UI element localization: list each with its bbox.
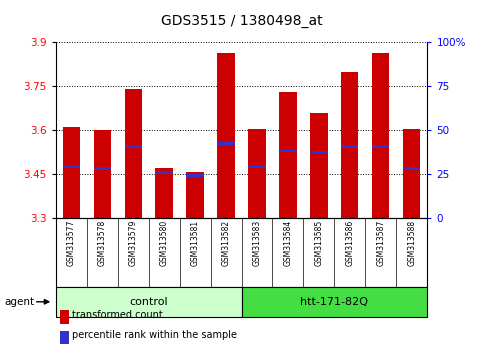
- Bar: [62, 165, 80, 168]
- Text: GSM313579: GSM313579: [128, 220, 138, 266]
- Bar: [341, 145, 358, 148]
- Bar: [403, 129, 421, 218]
- Text: GSM313583: GSM313583: [253, 220, 261, 266]
- Text: agent: agent: [5, 297, 35, 307]
- Text: GSM313582: GSM313582: [222, 220, 230, 266]
- Bar: [217, 53, 235, 218]
- Text: control: control: [129, 297, 168, 307]
- Text: GSM313584: GSM313584: [284, 220, 293, 266]
- Bar: [94, 167, 111, 170]
- Bar: [242, 287, 427, 317]
- Text: GDS3515 / 1380498_at: GDS3515 / 1380498_at: [161, 14, 322, 28]
- Bar: [372, 53, 389, 218]
- Text: GSM313588: GSM313588: [408, 220, 416, 266]
- Text: htt-171-82Q: htt-171-82Q: [300, 297, 369, 307]
- Bar: [125, 89, 142, 218]
- Bar: [56, 287, 242, 317]
- Bar: [311, 113, 327, 218]
- Bar: [280, 92, 297, 218]
- Bar: [372, 145, 389, 148]
- Bar: [248, 165, 266, 168]
- Bar: [156, 171, 172, 174]
- Text: GSM313577: GSM313577: [67, 220, 75, 266]
- Text: GSM313587: GSM313587: [376, 220, 385, 266]
- Text: GSM313578: GSM313578: [98, 220, 107, 266]
- Bar: [156, 168, 172, 218]
- Text: transformed count: transformed count: [72, 310, 163, 320]
- Bar: [280, 149, 297, 152]
- Text: GSM313585: GSM313585: [314, 220, 324, 266]
- Bar: [186, 174, 203, 177]
- Text: GSM313586: GSM313586: [345, 220, 355, 266]
- Bar: [311, 150, 327, 153]
- Bar: [403, 167, 421, 170]
- Text: percentile rank within the sample: percentile rank within the sample: [72, 330, 238, 339]
- Text: GSM313581: GSM313581: [190, 220, 199, 266]
- Bar: [217, 142, 235, 145]
- Bar: [62, 127, 80, 218]
- Bar: [248, 129, 266, 218]
- Text: GSM313580: GSM313580: [159, 220, 169, 266]
- Bar: [186, 172, 203, 218]
- Bar: [125, 145, 142, 148]
- Bar: [341, 72, 358, 218]
- Bar: [94, 130, 111, 218]
